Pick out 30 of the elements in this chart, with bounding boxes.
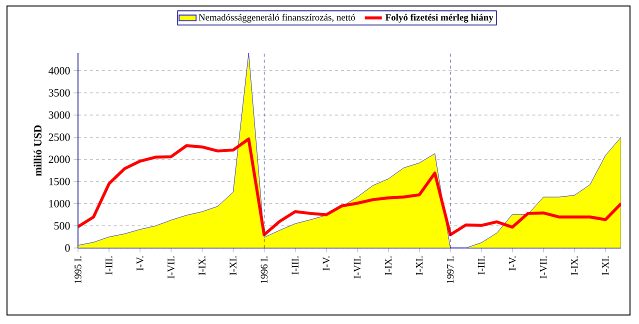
y-tick-label: 3500: [48, 89, 70, 97]
y-tick-label: 500: [54, 222, 70, 230]
y-axis-title: millió USD: [34, 125, 42, 176]
x-tick-label: I-IX.: [198, 256, 206, 276]
legend-label: Nemadóssággeneráló finanszírozás, nettó: [198, 14, 356, 23]
y-tick-label: 3000: [48, 111, 70, 119]
x-tick-label: I-XI.: [416, 256, 423, 276]
y-tick-label: 1000: [49, 200, 70, 208]
x-tick-label: 1997 I.: [446, 256, 454, 284]
x-tick-label: 1996 I.: [260, 256, 268, 284]
y-tick-label: 2500: [48, 134, 70, 141]
y-tick-label: 1500: [49, 178, 70, 186]
x-tick-label: I-VII.: [168, 256, 174, 278]
y-tick-label: 0: [65, 244, 70, 252]
x-tick-label: I-V.: [136, 256, 144, 270]
x-tick-label: I-III.: [106, 256, 112, 274]
y-tick-label: 4000: [48, 67, 70, 74]
x-tick-label: I-III.: [478, 256, 485, 274]
x-tick-label: I-XI.: [230, 256, 236, 276]
x-tick-label: I-V.: [509, 256, 516, 270]
x-tick-label: I-XI.: [602, 256, 609, 276]
x-tick-label: I-VII.: [354, 256, 361, 278]
x-tick-label: I-VII.: [540, 256, 547, 278]
x-tick-label: I-IX.: [571, 256, 578, 276]
x-tick-label: I-IX.: [384, 256, 392, 276]
x-tick-label: 1995 I.: [74, 256, 82, 284]
y-tick-label: 2000: [48, 156, 70, 164]
x-tick-label: I-V.: [322, 256, 330, 270]
legend-label: Folyó fizetési mérleg hiány: [385, 14, 494, 23]
x-tick-label: I-III.: [292, 256, 299, 274]
